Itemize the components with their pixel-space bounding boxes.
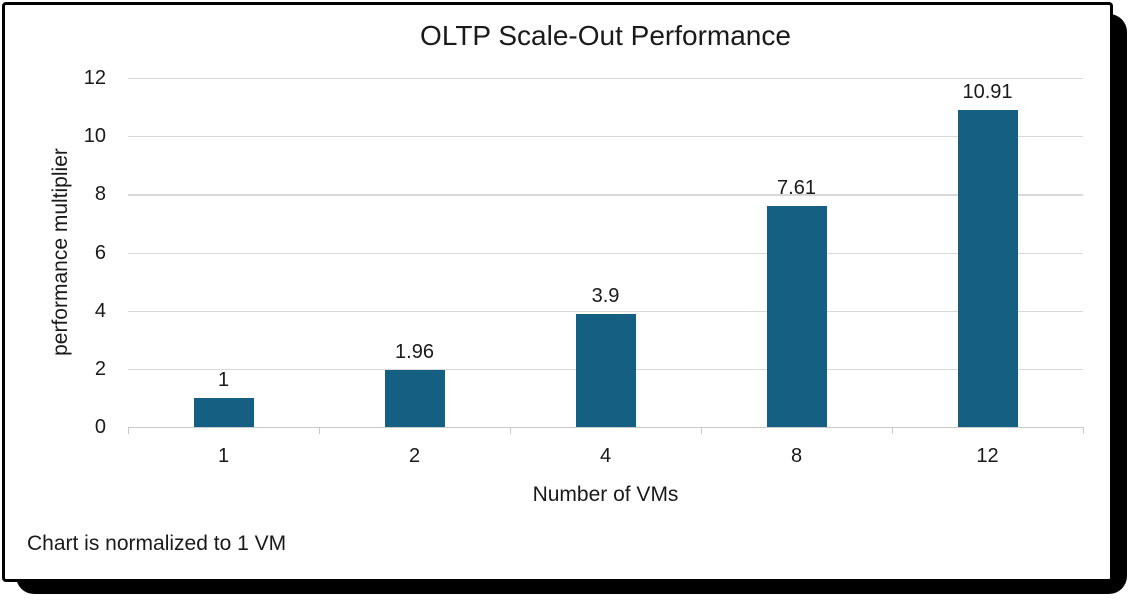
x-tick-label-1: 1	[217, 445, 230, 467]
bar-vm-8	[766, 205, 827, 427]
bar-vm-2	[384, 370, 445, 427]
gridline-y-6	[128, 252, 1083, 254]
y-tick-label-8: 8	[94, 183, 106, 206]
x-tick-mark	[127, 427, 129, 434]
gridline-y-8	[128, 194, 1083, 196]
data-label-vm-1: 1	[217, 368, 230, 391]
x-tick-mark	[1082, 427, 1084, 434]
x-tick-label-2: 2	[408, 445, 421, 467]
y-tick-label-10: 10	[83, 125, 106, 148]
chart-footnote: Chart is normalized to 1 VM	[27, 532, 287, 555]
x-tick-mark	[891, 427, 893, 434]
y-tick-label-2: 2	[94, 357, 106, 380]
y-tick-label-4: 4	[94, 299, 106, 322]
data-label-vm-12: 10.91	[962, 80, 1013, 103]
x-tick-label-12: 12	[976, 445, 999, 467]
x-tick-mark	[318, 427, 320, 434]
x-tick-mark	[700, 427, 702, 434]
gridline-y-10	[128, 136, 1083, 138]
x-tick-label-8: 8	[790, 445, 803, 467]
chart-card: OLTP Scale-Out Performance performance m…	[2, 2, 1113, 582]
x-tick-mark	[509, 427, 511, 434]
plot-area: 1 1.96 3.9 7.61 10.91	[127, 78, 1084, 434]
bar-vm-1	[193, 397, 254, 427]
y-tick-label-0: 0	[94, 416, 106, 438]
x-axis-title: Number of VMs	[532, 483, 679, 506]
bar-vm-12	[957, 109, 1018, 427]
data-label-vm-4: 3.9	[591, 284, 620, 307]
chart-title: OLTP Scale-Out Performance	[420, 20, 791, 51]
gridline-y-4	[128, 310, 1083, 312]
bar-vm-4	[575, 313, 636, 427]
gridline-y-12	[128, 78, 1083, 80]
x-tick-label-4: 4	[599, 445, 612, 467]
y-tick-label-6: 6	[94, 241, 106, 264]
data-label-vm-2: 1.96	[395, 341, 434, 363]
data-label-vm-8: 7.61	[777, 176, 816, 199]
y-tick-label-12: 12	[83, 67, 106, 89]
